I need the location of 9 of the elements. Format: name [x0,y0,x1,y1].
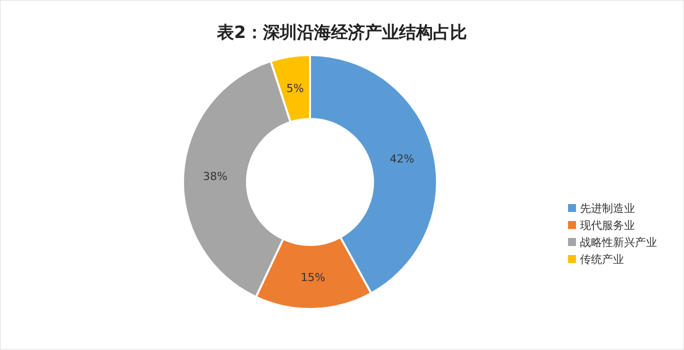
data-label: 42% [390,152,414,166]
legend-label: 传统产业 [580,253,624,266]
legend-label: 战略性新兴产业 [580,236,657,249]
legend-label: 先进制造业 [580,202,635,215]
data-label: 15% [300,270,326,284]
chart-title: 表2：深圳沿海经济产业结构占比 [216,23,467,43]
data-label: 38% [202,170,228,184]
data-label: 5% [286,82,304,96]
legend-label: 现代服务业 [580,219,635,232]
